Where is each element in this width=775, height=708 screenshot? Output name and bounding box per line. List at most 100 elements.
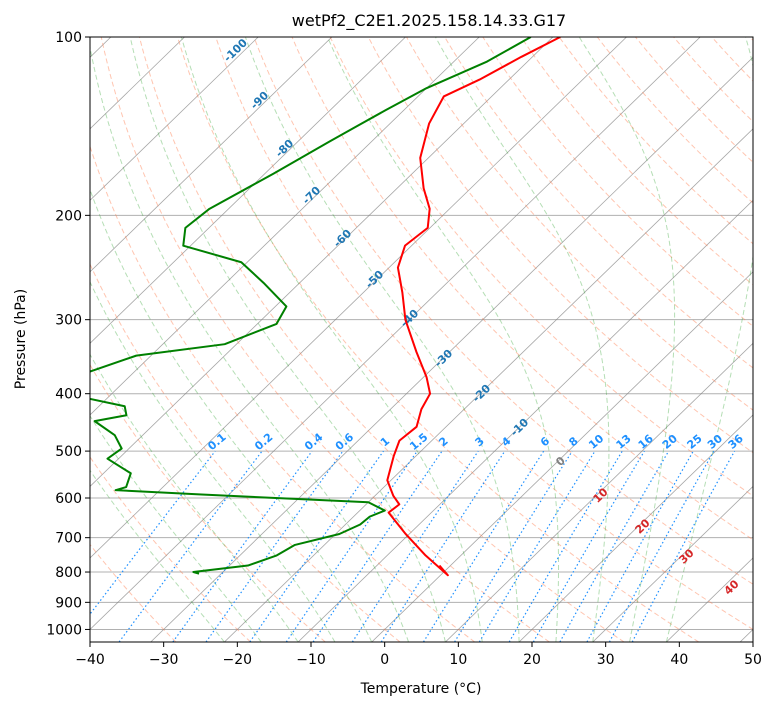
dry-adiabat-line bbox=[367, 37, 753, 454]
dry-adiabat-line bbox=[90, 456, 251, 642]
y-tick-label: 600 bbox=[55, 491, 82, 507]
y-tick-label: 900 bbox=[55, 595, 82, 611]
isotherm-line bbox=[90, 37, 259, 201]
dry-adiabat-line bbox=[291, 37, 753, 541]
mixing-ratio-line bbox=[586, 450, 694, 642]
dry-adiabat-line bbox=[90, 363, 326, 642]
isotherm-label: -80 bbox=[273, 137, 297, 160]
isotherm-label: -90 bbox=[248, 89, 272, 112]
y-tick-label: 1000 bbox=[46, 622, 82, 638]
x-axis-label: Temperature (°C) bbox=[360, 681, 482, 697]
mixing-ratio-label: 13 bbox=[614, 432, 634, 452]
isotherm-line bbox=[90, 37, 627, 559]
isotherm-line bbox=[90, 37, 406, 344]
x-tick-label: 40 bbox=[670, 652, 688, 668]
isotherm-label: -100 bbox=[221, 36, 250, 65]
mixing-ratio-label: 30 bbox=[705, 432, 725, 452]
mixing-ratio-label: 0.2 bbox=[252, 431, 275, 453]
background-lines bbox=[90, 37, 753, 642]
dry-adiabat-line bbox=[253, 37, 753, 585]
isotherm-line bbox=[371, 271, 753, 642]
isotherm-line bbox=[90, 37, 701, 631]
isotherm-line bbox=[90, 37, 333, 273]
isotherm-line bbox=[739, 628, 753, 642]
mixing-ratio-label: 0.1 bbox=[205, 431, 228, 453]
isotherm-label: 40 bbox=[722, 577, 742, 597]
dry-adiabat-line bbox=[90, 262, 401, 642]
y-tick-label: 200 bbox=[55, 208, 82, 224]
isotherm-line bbox=[297, 199, 753, 642]
x-tick-label: −40 bbox=[75, 652, 105, 668]
isotherm-label: 30 bbox=[677, 546, 697, 566]
moist-adiabat-line bbox=[326, 37, 560, 642]
mixing-ratio-line bbox=[478, 450, 596, 642]
mixing-ratio-label: 1 bbox=[378, 434, 392, 449]
x-axis: −40 −30 −20 −10 0 10 20 30 40 50 bbox=[75, 642, 762, 668]
x-tick-label: 20 bbox=[523, 652, 541, 668]
moist-adiabat-line bbox=[665, 37, 753, 642]
dry-adiabat-line bbox=[100, 37, 550, 642]
mixing-ratio-label: 10 bbox=[586, 432, 606, 452]
mixing-ratio-label: 0.6 bbox=[333, 430, 357, 453]
dry-adiabat-line bbox=[90, 543, 177, 642]
dry-adiabat-line bbox=[635, 37, 753, 163]
moist-adiabat-line bbox=[434, 37, 610, 642]
isotherm-line bbox=[90, 37, 480, 416]
x-tick-label: 30 bbox=[597, 652, 615, 668]
mixing-ratio-label: 0.4 bbox=[302, 430, 326, 453]
x-tick-label: −10 bbox=[296, 652, 326, 668]
y-tick-label: 300 bbox=[55, 313, 82, 329]
dry-adiabat-line bbox=[520, 37, 753, 286]
sounding-series bbox=[90, 37, 561, 577]
moist-adiabat-line bbox=[90, 188, 373, 642]
dry-adiabat-line bbox=[329, 37, 753, 497]
dry-adiabat-line bbox=[482, 37, 753, 327]
mixing-ratio-line bbox=[508, 450, 623, 642]
isotherm-label: -20 bbox=[470, 382, 494, 405]
mixing-ratio-label: 1.5 bbox=[407, 431, 430, 453]
moist-adiabat-line bbox=[244, 37, 520, 642]
mixing-ratio-line bbox=[172, 450, 313, 642]
x-tick-label: 0 bbox=[380, 652, 389, 668]
dry-adiabat-line bbox=[215, 37, 753, 631]
mixing-ratio-line bbox=[118, 450, 263, 642]
moist-adiabat-line bbox=[180, 37, 483, 642]
mixing-ratio-line bbox=[351, 450, 479, 642]
dry-adiabat-line bbox=[558, 37, 753, 245]
mixing-ratio-label: 8 bbox=[567, 434, 581, 449]
y-tick-label: 500 bbox=[55, 444, 82, 460]
mixing-ratio-label: 2 bbox=[436, 434, 450, 449]
mixing-ratio-line bbox=[608, 450, 715, 642]
isotherm-line bbox=[224, 128, 753, 642]
y-axis-label: Pressure (hPa) bbox=[13, 289, 29, 389]
isotherm-line bbox=[592, 485, 753, 642]
plot-frame bbox=[89, 36, 754, 643]
dry-adiabat-line bbox=[711, 37, 753, 82]
mixing-ratio-label: 20 bbox=[660, 432, 680, 452]
isotherm-label: -60 bbox=[331, 227, 355, 250]
mixing-ratio-line bbox=[205, 450, 344, 642]
isotherm-line bbox=[518, 414, 753, 642]
moist-adiabat-line bbox=[578, 37, 676, 642]
isotherm-label: 20 bbox=[633, 516, 653, 536]
mixing-ratio-line bbox=[532, 450, 645, 642]
mixing-ratio-line bbox=[249, 450, 384, 642]
dry-adiabat-line bbox=[749, 37, 753, 41]
mixing-ratio-line bbox=[90, 450, 216, 616]
moist-adiabat-line bbox=[90, 353, 299, 642]
chart-title: wetPf2_C2E1.2025.158.14.33.G17 bbox=[292, 11, 566, 31]
isotherm-label: -70 bbox=[300, 184, 324, 207]
moist-adiabat-line bbox=[90, 44, 410, 642]
isotherm-label: -30 bbox=[432, 347, 456, 370]
x-tick-label: 50 bbox=[744, 652, 762, 668]
mixing-ratio-line bbox=[631, 450, 736, 642]
moist-adiabat-line bbox=[129, 37, 446, 642]
mixing-ratio-label: 16 bbox=[636, 432, 656, 452]
mixing-ratio-line bbox=[454, 450, 573, 642]
isotherm-line bbox=[445, 342, 753, 642]
moist-adiabat-line bbox=[90, 469, 225, 642]
mixing-ratio-line bbox=[380, 450, 506, 642]
x-tick-label: −30 bbox=[149, 652, 179, 668]
x-tick-label: 10 bbox=[449, 652, 467, 668]
